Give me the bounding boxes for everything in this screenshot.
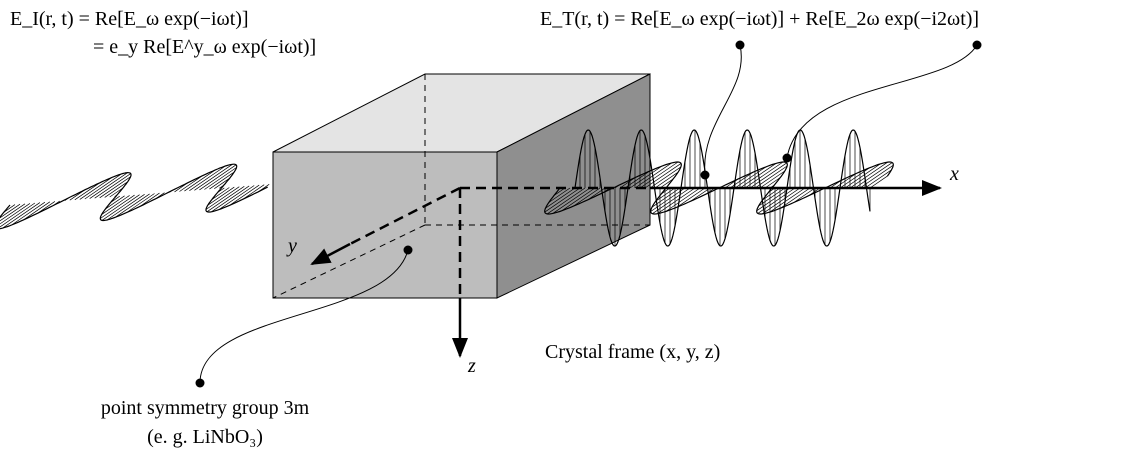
callout-dots [195,40,982,388]
frame-label: Crystal frame (x, y, z) [545,341,720,363]
symmetry-label: (e. g. LiNbO₃) [147,426,263,448]
incident-wave [0,163,270,230]
axis-label: z [467,355,476,377]
axis-label: x [949,163,959,185]
incident-formula: = e_y Re[E^y_ω exp(−iωt)] [93,36,316,58]
axis-label: y [286,235,297,257]
hidden-edges [272,74,650,299]
transmitted-formula: E_T(r, t) = Re[E_ω exp(−iωt)] + Re[E_2ω … [540,8,979,30]
axes [310,186,650,358]
wave-curve [0,163,268,230]
wave-hatch [0,164,270,229]
callouts [199,44,978,384]
wave-curve [544,161,894,215]
incident-formula: E_I(r, t) = Re[E_ω exp(−iωt)] [10,8,249,30]
symmetry-label: point symmetry group 3m [101,397,310,419]
wave-curve [574,129,871,247]
